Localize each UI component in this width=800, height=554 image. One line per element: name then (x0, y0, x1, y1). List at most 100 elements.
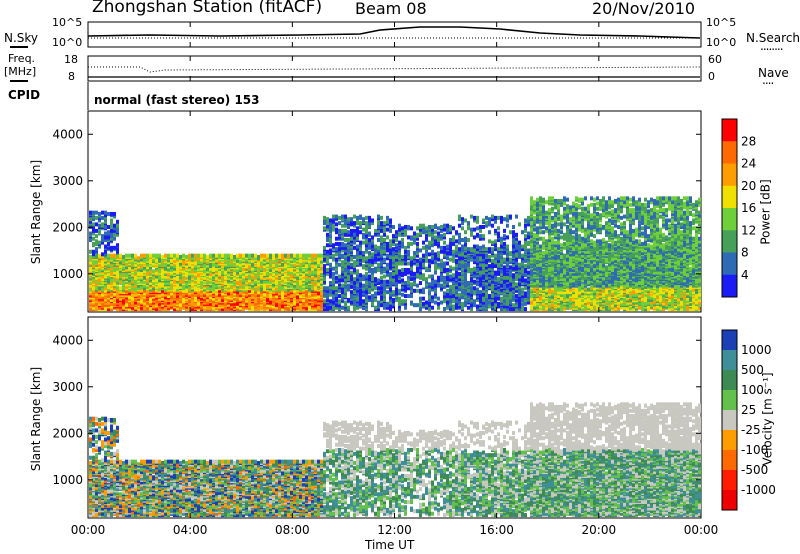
power-cell (152, 253, 155, 258)
power-cell (449, 244, 452, 249)
power-cell (422, 223, 425, 228)
power-cell (434, 264, 437, 269)
power-cell (491, 240, 494, 245)
power-cell (407, 249, 410, 254)
power-cell (368, 282, 371, 287)
power-cell (443, 279, 446, 284)
power-cell (158, 253, 161, 258)
power-cell (347, 269, 350, 274)
power-cell (134, 253, 137, 258)
power-cell (440, 224, 443, 229)
power-cell (365, 266, 368, 271)
power-cell (152, 304, 155, 309)
power-cell (467, 305, 470, 310)
power-cell (416, 258, 419, 263)
power-cell (341, 253, 344, 258)
power-cell (494, 253, 497, 258)
power-cell (107, 297, 110, 302)
power-cell (308, 307, 311, 312)
power-cell (89, 249, 92, 254)
power-cell (377, 245, 380, 250)
power-cell (104, 235, 107, 240)
power-cell (437, 296, 440, 301)
power-cell (365, 215, 368, 220)
power-cell (494, 228, 497, 233)
power-cell (488, 247, 491, 252)
power-cell (353, 260, 356, 265)
power-cell (122, 254, 125, 259)
power-cell (338, 278, 341, 283)
freq-tick-high: 18 (64, 53, 78, 66)
power-cell (359, 230, 362, 235)
power-cell (398, 261, 401, 266)
power-cell (449, 238, 452, 243)
nave-line (88, 66, 701, 73)
power-cell (116, 226, 119, 231)
power-cell (113, 223, 116, 228)
power-cell (125, 273, 128, 278)
power-cell (110, 228, 113, 233)
power-cell (293, 253, 296, 258)
power-cell (356, 269, 359, 274)
power-cell (407, 261, 410, 266)
power-cell (380, 221, 383, 226)
power-cell (455, 290, 458, 295)
power-cell (89, 266, 92, 271)
power-cell (92, 252, 95, 257)
power-cell (446, 300, 449, 305)
power-cell (110, 245, 113, 250)
power-cell (341, 223, 344, 228)
power-cell (104, 219, 107, 224)
nave-tick-low: 0 (708, 70, 715, 83)
power-cell (380, 244, 383, 249)
power-cell (104, 252, 107, 257)
power-cell (470, 227, 473, 232)
power-cell (308, 253, 311, 258)
power-cell (440, 267, 443, 272)
power-cell (140, 253, 143, 258)
power-cell (449, 291, 452, 296)
power-cell (410, 282, 413, 287)
power-cell (440, 249, 443, 254)
power-cell (359, 240, 362, 245)
power-cell (404, 254, 407, 259)
power-cell (323, 215, 326, 220)
power-cell (473, 279, 476, 284)
power-cell (116, 232, 119, 237)
power-cell (368, 231, 371, 236)
power-cell (371, 218, 374, 223)
power-cell (374, 228, 377, 233)
power-cell (428, 240, 431, 245)
power-cell (428, 290, 431, 295)
power-cell (335, 286, 338, 291)
power-cell (368, 222, 371, 227)
power-cell (395, 291, 398, 296)
power-cell (161, 274, 164, 279)
power-cell (386, 253, 389, 258)
power-cell (122, 258, 125, 263)
power-cell (458, 238, 461, 243)
power-cell (338, 221, 341, 226)
power-cell (425, 277, 428, 282)
power-cell (95, 239, 98, 244)
power-cell (392, 297, 395, 302)
nsky-label: N.Sky (4, 31, 39, 45)
power-cell (353, 240, 356, 245)
power-cell (287, 253, 290, 258)
power-cell (188, 253, 191, 258)
power-cell (404, 281, 407, 286)
power-cell (335, 275, 338, 280)
power-cell (404, 287, 407, 292)
power-cell (116, 253, 119, 258)
date-label: 20/Nov/2010 (592, 0, 696, 18)
power-cell (473, 235, 476, 240)
power-cell (398, 269, 401, 274)
power-cell (143, 269, 146, 274)
power-cell (353, 301, 356, 306)
power-cell (449, 299, 452, 304)
power-cell (431, 224, 434, 229)
power-cell (101, 222, 104, 227)
power-cell (431, 299, 434, 304)
cpid-text: normal (fast stereo) 153 (94, 93, 260, 107)
power-cell (95, 307, 98, 312)
